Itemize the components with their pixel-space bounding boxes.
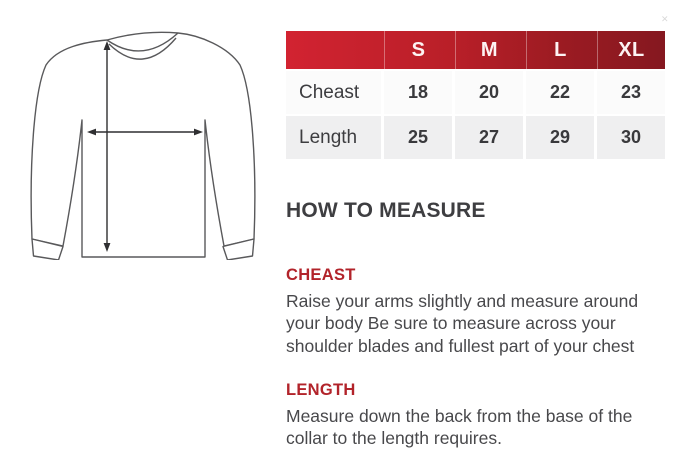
row-label-cheast: Cheast — [286, 71, 381, 114]
cheast-instructions-line-3: shoulder blades and fullest part of your… — [286, 335, 635, 356]
collar-outer-line — [106, 32, 179, 52]
cell-length-s: 25 — [384, 116, 452, 159]
length-instructions-line-2: collar to the length requires. — [286, 428, 502, 449]
cheast-heading: CHEAST — [286, 266, 356, 284]
cell-cheast-s: 18 — [384, 71, 452, 114]
cell-length-xl: 30 — [597, 116, 665, 159]
cell-cheast-l: 22 — [526, 71, 594, 114]
cell-cheast-m: 20 — [455, 71, 523, 114]
size-header-xl: XL — [597, 31, 665, 69]
size-header-s: S — [384, 31, 452, 69]
faint-corner-mark: ✕ — [661, 14, 669, 24]
cell-length-m: 27 — [455, 116, 523, 159]
size-table-header-row: S M L XL — [286, 31, 665, 69]
chest-arrow-icon — [87, 128, 203, 136]
length-arrow-icon — [103, 41, 111, 252]
left-cuff — [31, 238, 64, 260]
size-table-body: Cheast 18 20 22 23 Length 25 27 29 30 — [286, 71, 665, 159]
cheast-instructions-line-2: your body Be sure to measure across your — [286, 313, 616, 334]
size-table-corner-cell — [286, 31, 381, 69]
length-heading: LENGTH — [286, 381, 356, 399]
cell-cheast-xl: 23 — [597, 71, 665, 114]
size-table: S M L XL Cheast 18 20 22 23 Length 25 27… — [286, 31, 665, 159]
collar-inner-line — [108, 37, 177, 60]
length-instructions-line-1: Measure down the back from the base of t… — [286, 406, 633, 426]
right-cuff — [222, 238, 255, 260]
size-header-m: M — [455, 31, 523, 69]
row-label-length: Length — [286, 116, 381, 159]
cell-length-l: 29 — [526, 116, 594, 159]
cheast-instructions: Raise your arms slightly and measure aro… — [286, 290, 676, 357]
how-to-measure-title: HOW TO MEASURE — [286, 199, 486, 222]
length-instructions: Measure down the back from the base of t… — [286, 405, 676, 450]
cheast-instructions-line-1: Raise your arms slightly and measure aro… — [286, 291, 639, 311]
size-header-l: L — [526, 31, 594, 69]
shirt-outline-icon — [30, 31, 256, 258]
long-sleeve-shirt-measurement-diagram — [30, 31, 256, 260]
